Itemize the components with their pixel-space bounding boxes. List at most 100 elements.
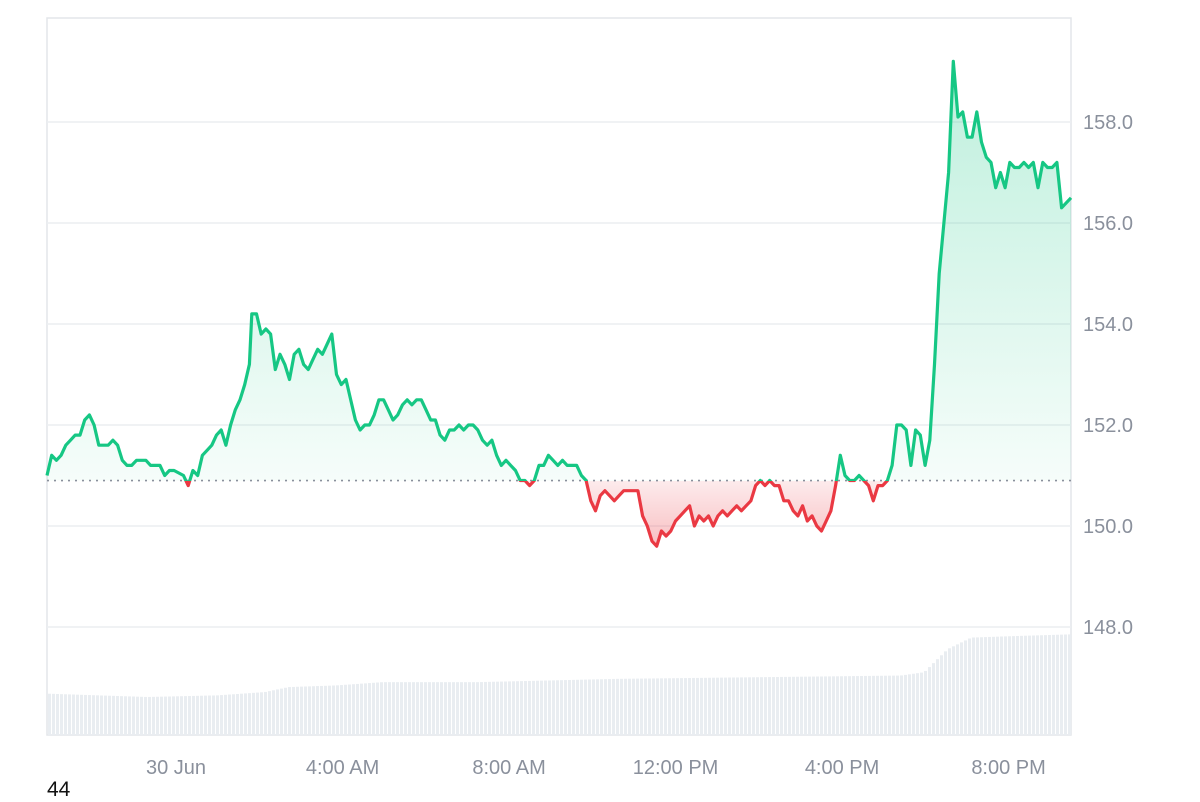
volume-bar: [536, 680, 539, 735]
volume-bar: [992, 636, 995, 735]
volume-bar: [976, 637, 979, 735]
volume-bar: [600, 679, 603, 735]
volume-bar: [1000, 636, 1003, 735]
volume-bar: [140, 696, 143, 735]
volume-bar: [400, 682, 403, 735]
volume-bar: [124, 696, 127, 735]
volume-bar: [876, 675, 879, 735]
volume-bar: [144, 696, 147, 735]
volume-bar: [372, 682, 375, 735]
volume-bar: [520, 681, 523, 735]
volume-bar: [960, 642, 963, 735]
volume-bar: [988, 636, 991, 735]
volume-bar: [344, 684, 347, 735]
volume-bar: [188, 696, 191, 735]
volume-bar: [240, 693, 243, 735]
volume-bar: [1024, 635, 1027, 735]
volume-bar: [196, 695, 199, 735]
volume-bar: [736, 677, 739, 735]
price-area: [47, 61, 1071, 547]
volume-bar: [152, 696, 155, 735]
volume-bar: [900, 675, 903, 735]
volume-bar: [56, 694, 59, 735]
x-axis-ticks: 30 Jun 4:00 AM 8:00 AM 12:00 PM 4:00 PM 8:00 …: [146, 757, 1046, 779]
volume-bar: [476, 682, 479, 735]
volume-bar: [468, 682, 471, 735]
volume-bar: [868, 675, 871, 735]
volume-bar: [664, 678, 667, 735]
volume-bar: [568, 679, 571, 735]
volume-bar: [200, 695, 203, 735]
volume-bar: [156, 696, 159, 735]
volume-bar: [364, 683, 367, 735]
volume-bar: [76, 694, 79, 735]
volume-bar: [592, 679, 595, 735]
volume-bar: [516, 681, 519, 735]
y-tick-label: 150.0: [1083, 516, 1133, 538]
volume-bar: [956, 644, 959, 735]
volume-bar: [716, 677, 719, 735]
volume-bar: [776, 676, 779, 735]
y-tick-label: 152.0: [1083, 415, 1133, 437]
volume-bar: [1068, 634, 1071, 735]
volume-bar: [208, 695, 211, 735]
volume-bar: [604, 679, 607, 735]
volume-bar: [872, 675, 875, 735]
volume-bar: [1028, 635, 1031, 735]
volume-bar: [1008, 636, 1011, 735]
volume-bar: [460, 682, 463, 735]
volume-bar: [560, 680, 563, 735]
volume-bar: [840, 676, 843, 735]
volume-bar: [436, 682, 439, 735]
volume-bar: [620, 678, 623, 735]
volume-bar: [296, 686, 299, 735]
volume-bar: [808, 676, 811, 735]
volume-bar: [1044, 635, 1047, 735]
volume-bar: [712, 677, 715, 735]
volume-bar: [768, 677, 771, 735]
volume-bar: [948, 648, 951, 735]
x-tick-label: 4:00 PM: [805, 757, 879, 779]
volume-bar: [424, 682, 427, 735]
volume-bar: [796, 676, 799, 735]
volume-bar: [328, 685, 331, 735]
volume-bar: [892, 675, 895, 735]
volume-bar: [1032, 635, 1035, 735]
volume-bar: [616, 678, 619, 735]
y-tick-label: 148.0: [1083, 617, 1133, 639]
volume-bar: [628, 678, 631, 735]
y-tick-label: 158.0: [1083, 112, 1133, 134]
volume-bar: [128, 696, 131, 735]
volume-bar: [52, 693, 55, 735]
volume-bar: [96, 695, 99, 735]
volume-bar: [280, 688, 283, 735]
volume-bar: [160, 696, 163, 735]
volume-bar: [352, 684, 355, 735]
volume-bar: [584, 679, 587, 735]
volume-bar: [548, 680, 551, 735]
grid-lines: [47, 121, 1071, 628]
volume-bar: [220, 695, 223, 735]
volume-bar: [180, 696, 183, 735]
volume-bar: [644, 678, 647, 735]
volume-bar: [564, 680, 567, 735]
volume-bar: [800, 676, 803, 735]
volume-bar: [540, 680, 543, 735]
volume-bar: [84, 694, 87, 735]
volume-bar: [500, 681, 503, 735]
volume-bar: [396, 682, 399, 735]
volume-bar: [824, 676, 827, 735]
volume-bar: [652, 678, 655, 735]
volume-bar: [456, 682, 459, 735]
volume-bar: [672, 678, 675, 735]
volume-bar: [612, 678, 615, 735]
volume-bar: [72, 694, 75, 735]
volume-bar: [980, 637, 983, 735]
volume-bar: [148, 696, 151, 735]
volume-bar: [348, 684, 351, 735]
volume-bar: [340, 685, 343, 735]
volume-bar: [132, 696, 135, 735]
volume-bar: [164, 696, 167, 735]
volume-bar: [772, 677, 775, 735]
